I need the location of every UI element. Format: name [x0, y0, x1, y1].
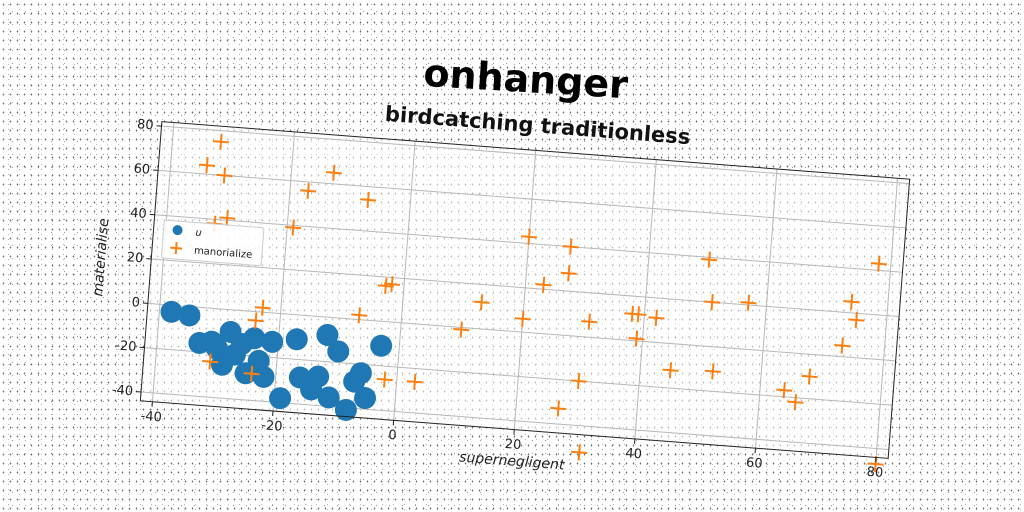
scatter-point-manorialize	[514, 310, 531, 327]
scatter-point-u	[243, 327, 266, 350]
scatter-point-u	[327, 340, 350, 363]
scatter-point-u	[370, 334, 393, 357]
y-gridline	[151, 258, 900, 318]
scatter-point-u	[334, 398, 357, 421]
scatter-point-u	[261, 330, 284, 353]
scatter-point-manorialize	[787, 394, 804, 411]
scatter-point-manorialize	[560, 265, 577, 282]
scatter-point-manorialize	[834, 337, 851, 354]
scatter-point-manorialize	[383, 276, 401, 293]
y-tick-label: 0	[131, 295, 140, 311]
x-gridline	[393, 141, 416, 421]
grid-lines	[141, 122, 910, 458]
x-tick-label: 20	[504, 437, 522, 453]
scatter-point-manorialize	[453, 321, 470, 338]
scatter-point-manorialize	[406, 373, 423, 390]
scatter-point-manorialize	[254, 299, 271, 316]
x-tick-label: 60	[745, 455, 763, 471]
legend: u manorialize	[161, 219, 265, 267]
scatter-point-manorialize	[247, 312, 264, 329]
scatter-point-manorialize	[870, 255, 887, 272]
plot-area: birdcatching traditionless -40-200204060…	[90, 102, 911, 481]
scatter-point-u	[307, 365, 330, 388]
y-gridline	[144, 347, 893, 406]
scatter-point-manorialize	[300, 182, 317, 199]
scatter-point-manorialize	[776, 382, 793, 399]
scatter-point-u	[349, 362, 372, 385]
y-gridline	[147, 302, 896, 362]
scatter-point-manorialize	[351, 307, 368, 324]
x-gridline	[754, 168, 778, 449]
scatter-point-manorialize	[648, 309, 665, 326]
x-tick-label: -20	[261, 418, 283, 435]
scatter-point-u	[269, 387, 292, 410]
legend-label-manorialize: manorialize	[194, 246, 253, 261]
scatter-point-manorialize	[630, 306, 647, 323]
scatter-point-u	[317, 386, 340, 409]
scatter-point-manorialize	[212, 133, 230, 150]
chart-title: onhanger	[422, 51, 629, 107]
scatter-point-u	[252, 365, 275, 388]
scatter-point-manorialize	[662, 362, 679, 379]
y-tick-label: -40	[111, 383, 133, 400]
legend-marker-manorialize	[170, 242, 183, 255]
scatter-point-manorialize	[550, 400, 567, 417]
y-gridline	[158, 169, 906, 229]
y-tick-label: 60	[133, 162, 151, 178]
y-tick-label: 80	[136, 117, 154, 133]
scatter-point-manorialize	[198, 157, 216, 174]
y-tick-label: 20	[126, 250, 144, 266]
x-tick-label: 40	[625, 446, 643, 462]
x-tick-label: -40	[140, 409, 162, 426]
scatter-point-manorialize	[473, 294, 490, 311]
x-gridline	[513, 150, 537, 430]
legend-marker-u	[172, 225, 183, 236]
scatter-point-u	[316, 323, 339, 346]
scatter-point-manorialize	[535, 276, 552, 293]
x-gridline	[151, 122, 175, 402]
scatter-point-u	[178, 304, 201, 327]
y-axis-label: materialise	[90, 218, 112, 297]
y-gridline	[141, 391, 889, 450]
scatter-point-manorialize	[570, 372, 587, 390]
scatter-point-manorialize	[360, 191, 377, 208]
y-gridline	[161, 125, 910, 185]
scatter-point-u	[160, 300, 183, 323]
scatter-point-manorialize	[801, 368, 818, 385]
scatter-point-manorialize	[701, 251, 718, 268]
y-tick-label: -20	[115, 338, 137, 355]
scatter-point-manorialize	[704, 294, 721, 311]
scatter-point-manorialize	[740, 294, 757, 311]
scatter-point-manorialize	[581, 313, 598, 330]
x-gridline	[634, 159, 657, 439]
x-axis-label: supernegligent	[459, 449, 566, 473]
scatter-point-manorialize	[562, 238, 579, 255]
scatter-point-manorialize	[521, 228, 538, 245]
y-tick-label: 40	[130, 206, 148, 222]
legend-box	[161, 219, 265, 267]
scatter-point-manorialize	[325, 164, 342, 181]
axis-ticks: -40 -20 0 20 40 60 80 -40 -20 0 20 40 60 80	[111, 117, 884, 481]
scatter-point-manorialize	[216, 167, 233, 184]
scatter-point-u	[354, 387, 377, 410]
scatter-point-u	[285, 328, 308, 351]
data-marks	[160, 133, 887, 473]
scatter-point-manorialize	[219, 210, 236, 227]
scatter-point-manorialize	[848, 311, 865, 329]
scatter-point-manorialize	[843, 293, 860, 310]
scatter-point-manorialize	[571, 444, 588, 461]
scatter-point-manorialize	[628, 330, 645, 347]
scatter-point-manorialize	[704, 363, 721, 380]
legend-label-u: u	[195, 228, 202, 239]
scatter-point-manorialize	[243, 365, 260, 382]
x-gridline	[272, 131, 296, 412]
x-tick-label: 80	[866, 465, 884, 481]
x-gridline	[875, 178, 899, 458]
scatter-point-manorialize	[376, 371, 393, 388]
scatter-point-manorialize	[285, 219, 302, 236]
x-tick-label: 0	[388, 428, 397, 444]
scatter-point-manorialize	[202, 353, 219, 370]
